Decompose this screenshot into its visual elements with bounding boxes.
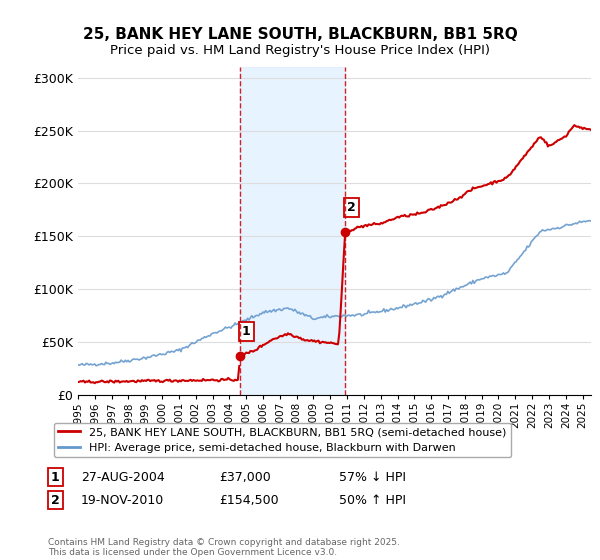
Text: 1: 1 [51, 470, 60, 484]
Text: 57% ↓ HPI: 57% ↓ HPI [339, 470, 406, 484]
Legend: 25, BANK HEY LANE SOUTH, BLACKBURN, BB1 5RQ (semi-detached house), HPI: Average : 25, BANK HEY LANE SOUTH, BLACKBURN, BB1 … [53, 423, 511, 457]
Text: 25, BANK HEY LANE SOUTH, BLACKBURN, BB1 5RQ: 25, BANK HEY LANE SOUTH, BLACKBURN, BB1 … [83, 27, 517, 42]
Bar [241, 67, 345, 395]
Text: Contains HM Land Registry data © Crown copyright and database right 2025.
This d: Contains HM Land Registry data © Crown c… [48, 538, 400, 557]
Text: 2: 2 [347, 200, 356, 214]
Text: 2: 2 [51, 493, 60, 507]
Text: 19-NOV-2010: 19-NOV-2010 [81, 493, 164, 507]
Text: 50% ↑ HPI: 50% ↑ HPI [339, 493, 406, 507]
Text: £37,000: £37,000 [219, 470, 271, 484]
Text: Price paid vs. HM Land Registry's House Price Index (HPI): Price paid vs. HM Land Registry's House … [110, 44, 490, 57]
Text: £154,500: £154,500 [219, 493, 278, 507]
Text: 27-AUG-2004: 27-AUG-2004 [81, 470, 165, 484]
Text: 1: 1 [242, 325, 251, 338]
